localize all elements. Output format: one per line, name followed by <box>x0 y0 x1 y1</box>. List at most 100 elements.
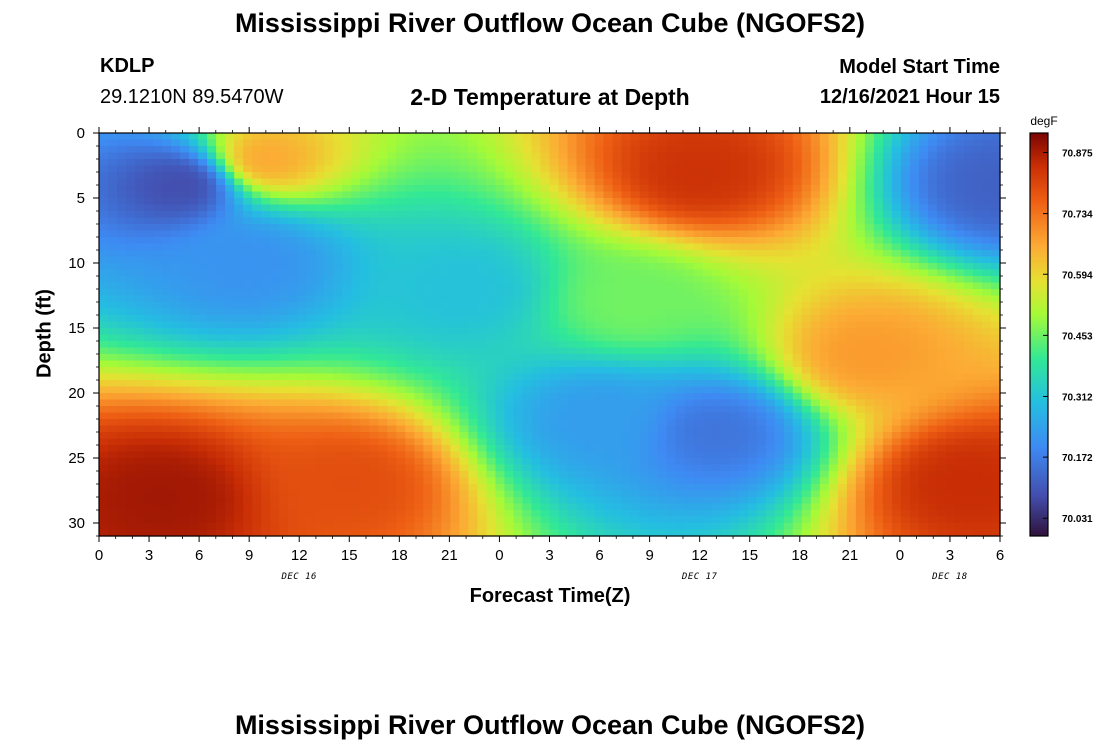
heatmap-cell <box>99 419 109 427</box>
heatmap-cell <box>189 289 199 297</box>
heatmap-cell <box>585 419 596 427</box>
heatmap-cell <box>927 276 938 284</box>
heatmap-cell <box>675 256 686 264</box>
heatmap-cell <box>387 315 397 323</box>
heatmap-cell <box>648 373 659 381</box>
heatmap-cell <box>144 159 154 167</box>
heatmap-cell <box>180 263 190 271</box>
heatmap-cell <box>234 139 244 147</box>
heatmap-cell <box>918 341 929 349</box>
heatmap-cell <box>684 139 695 147</box>
heatmap-cell <box>360 373 370 381</box>
heatmap-cell <box>342 438 352 446</box>
heatmap-cell <box>756 191 767 199</box>
heatmap-cell <box>990 406 1001 414</box>
heatmap-cell <box>891 393 902 401</box>
heatmap-cell <box>513 133 524 141</box>
heatmap-cell <box>936 347 947 355</box>
heatmap-cell <box>324 406 334 414</box>
heatmap-cell <box>324 185 334 193</box>
heatmap-cell <box>450 282 460 290</box>
heatmap-cell <box>504 399 515 407</box>
heatmap-cell <box>864 230 875 238</box>
heatmap-cell <box>189 159 199 167</box>
heatmap-cell <box>216 393 226 401</box>
heatmap-cell <box>315 211 325 219</box>
heatmap-cell <box>585 243 596 251</box>
heatmap-cell <box>963 139 974 147</box>
heatmap-cell <box>495 178 506 186</box>
heatmap-cell <box>585 133 596 141</box>
heatmap-cell <box>576 230 587 238</box>
heatmap-cell <box>333 198 343 206</box>
heatmap-cell <box>900 445 911 453</box>
heatmap-cell <box>486 198 497 206</box>
heatmap-cell <box>360 399 370 407</box>
heatmap-cell <box>531 289 542 297</box>
heatmap-cell <box>774 386 785 394</box>
heatmap-cell <box>441 159 451 167</box>
heatmap-cell <box>765 256 776 264</box>
heatmap-cell <box>594 399 605 407</box>
heatmap-cell <box>531 230 542 238</box>
heatmap-cell <box>909 146 920 154</box>
heatmap-cell <box>423 185 433 193</box>
heatmap-cell <box>225 224 235 232</box>
heatmap-cell <box>378 360 388 368</box>
heatmap-cell <box>441 224 451 232</box>
heatmap-cell <box>171 185 181 193</box>
heatmap-cell <box>234 347 244 355</box>
heatmap-cell <box>711 419 722 427</box>
heatmap-cell <box>360 295 370 303</box>
heatmap-cell <box>729 341 740 349</box>
heatmap-cell <box>423 386 433 394</box>
heatmap-cell <box>648 159 659 167</box>
heatmap-cell <box>513 237 524 245</box>
heatmap-cell <box>927 256 938 264</box>
heatmap-cell <box>720 152 731 160</box>
heatmap-cell <box>144 185 154 193</box>
heatmap-cell <box>684 282 695 290</box>
heatmap-cell <box>711 133 722 141</box>
heatmap-cell <box>558 432 569 440</box>
heatmap-cell <box>189 308 199 316</box>
heatmap-cell <box>837 386 848 394</box>
heatmap-cell <box>963 354 974 362</box>
heatmap-cell <box>459 224 470 232</box>
heatmap-cell <box>261 159 271 167</box>
heatmap-cell <box>522 256 533 264</box>
heatmap-cell <box>369 211 379 219</box>
heatmap-cell <box>594 302 605 310</box>
heatmap-cell <box>513 230 524 238</box>
heatmap-cell <box>162 289 172 297</box>
heatmap-cell <box>864 354 875 362</box>
heatmap-cell <box>450 237 460 245</box>
heatmap-cell <box>837 451 848 459</box>
heatmap-cell <box>819 438 830 446</box>
heatmap-cell <box>576 276 587 284</box>
heatmap-cell <box>135 419 145 427</box>
heatmap-cell <box>585 347 596 355</box>
heatmap-cell <box>972 354 983 362</box>
heatmap-cell <box>432 425 442 433</box>
heatmap-cell <box>828 445 839 453</box>
heatmap-cell <box>783 256 794 264</box>
heatmap-cell <box>666 412 677 420</box>
heatmap-cell <box>621 133 632 141</box>
heatmap-cell <box>522 412 533 420</box>
heatmap-cell <box>459 295 470 303</box>
heatmap-cell <box>756 328 767 336</box>
heatmap-cell <box>180 191 190 199</box>
heatmap-cell <box>747 139 758 147</box>
heatmap-cell <box>738 308 749 316</box>
heatmap-cell <box>981 406 992 414</box>
heatmap-cell <box>531 172 542 180</box>
heatmap-cell <box>306 308 316 316</box>
heatmap-cell <box>189 295 199 303</box>
heatmap-cell <box>828 321 839 329</box>
heatmap-cell <box>612 412 623 420</box>
heatmap-cell <box>585 367 596 375</box>
heatmap-cell <box>261 282 271 290</box>
heatmap-cell <box>747 237 758 245</box>
heatmap-cell <box>648 282 659 290</box>
